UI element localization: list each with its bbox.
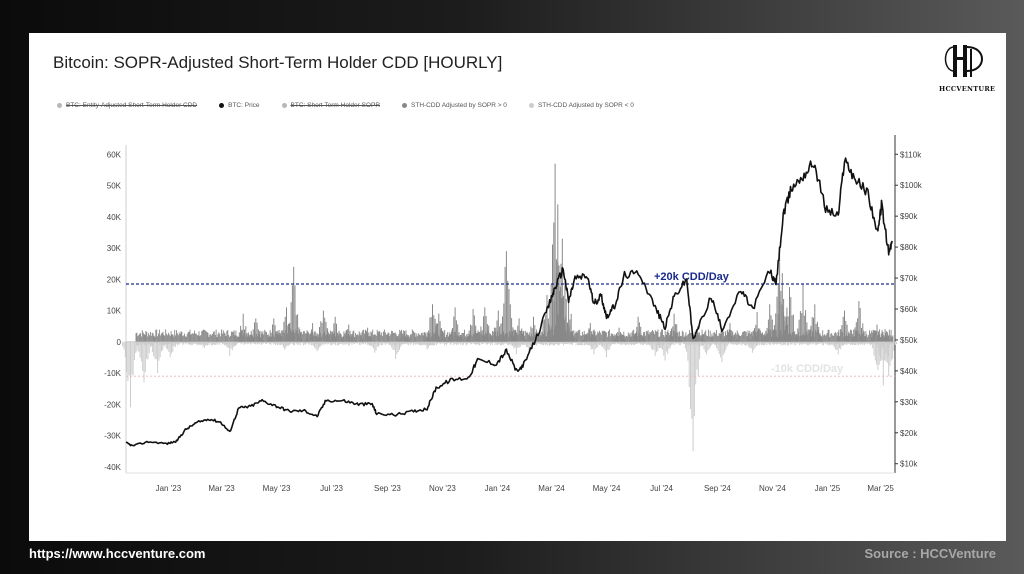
x-tick-label: May '24 (593, 484, 621, 493)
legend-swatch-sopr (281, 102, 287, 108)
legend-swatch-cdd-positive (402, 102, 408, 108)
chart-legend: BTC: Entity-Adjusted Short-Term Holder C… (57, 99, 656, 111)
legend-label-cdd-positive: STH-CDD Adjusted by SOPR > 0 (411, 101, 507, 109)
left-tick-label: 0 (117, 338, 122, 347)
legend-label-sopr: BTC: Short Term Holder SOPR (290, 101, 381, 109)
x-tick-label: Mar '24 (538, 484, 565, 493)
left-tick-label: 50K (107, 182, 122, 191)
right-tick-label: $60k (900, 305, 918, 314)
left-tick-label: -40K (104, 463, 122, 472)
legend-item-sopr[interactable]: BTC: Short Term Holder SOPR (281, 101, 381, 109)
legend-swatch-cdd-negative (528, 102, 534, 108)
x-tick-label: Jan '24 (485, 484, 511, 493)
right-tick-label: $50k (900, 336, 918, 345)
chart-card: Bitcoin: SOPR-Adjusted Short-Term Holder… (29, 33, 1006, 541)
right-tick-label: $110k (900, 150, 922, 159)
legend-item-sth-cdd[interactable]: BTC: Entity-Adjusted Short-Term Holder C… (57, 102, 197, 109)
right-tick-label: $30k (900, 398, 918, 407)
right-tick-label: $100k (900, 181, 923, 190)
x-tick-label: Mar '25 (867, 484, 894, 493)
legend-swatch-price (219, 102, 225, 108)
x-tick-label: Jul '23 (320, 484, 343, 493)
x-tick-label: Jan '25 (815, 484, 841, 493)
legend-label-cdd-negative: STH-CDD Adjusted by SOPR < 0 (537, 101, 634, 109)
legend-item-price[interactable]: BTC: Price (219, 101, 260, 109)
left-tick-label: 60K (107, 150, 122, 159)
price-line (125, 157, 894, 447)
x-tick-label: Jan '23 (156, 484, 182, 493)
hc-monogram-icon (944, 45, 983, 77)
chart-title: Bitcoin: SOPR-Adjusted Short-Term Holder… (53, 53, 503, 72)
x-tick-label: Nov '23 (429, 484, 456, 493)
x-tick-label: Sep '23 (374, 484, 401, 493)
right-tick-label: $40k (900, 367, 918, 376)
plus-20k-label: +20k CDD/Day (654, 271, 730, 283)
legend-item-cdd-negative[interactable]: STH-CDD Adjusted by SOPR < 0 (528, 101, 634, 109)
footer-website[interactable]: https://www.hccventure.com (29, 546, 206, 561)
left-tick-label: 40K (107, 213, 122, 222)
left-tick-label: 20K (107, 275, 122, 284)
chart-plot: 60K 50K 40K 30K 20K 10K 0 -10K -20K -30K -40K $110k… (104, 135, 923, 493)
footer-source: Source : HCCVenture (864, 546, 996, 561)
hccventure-logo: HCCVENTURE (939, 41, 996, 93)
x-tick-label: Sep '24 (704, 484, 731, 493)
left-tick-label: -10K (104, 369, 122, 378)
x-tick-label: May '23 (263, 484, 291, 493)
right-tick-label: $90k (900, 212, 918, 221)
legend-label-sth-cdd: BTC: Entity-Adjusted Short-Term Holder C… (66, 101, 198, 109)
left-tick-label: -30K (104, 432, 122, 441)
x-tick-label: Mar '23 (208, 484, 235, 493)
left-tick-label: -20K (104, 400, 122, 409)
legend-item-cdd-positive[interactable]: STH-CDD Adjusted by SOPR > 0 (402, 102, 507, 109)
legend-swatch-sth-cdd (57, 102, 62, 108)
left-tick-label: 30K (107, 244, 122, 253)
x-tick-label: Jul '24 (650, 484, 673, 493)
legend-label-price: BTC: Price (228, 101, 260, 109)
left-tick-label: 10K (107, 307, 122, 316)
right-tick-label: $70k (900, 274, 918, 283)
minus-10k-label: -10k CDD/Day (771, 363, 844, 375)
right-tick-label: $80k (900, 243, 918, 252)
right-tick-label: $20k (900, 429, 918, 438)
logo-text: HCCVENTURE (939, 85, 996, 93)
right-tick-label: $10k (900, 460, 918, 469)
x-tick-label: Nov '24 (759, 484, 786, 493)
